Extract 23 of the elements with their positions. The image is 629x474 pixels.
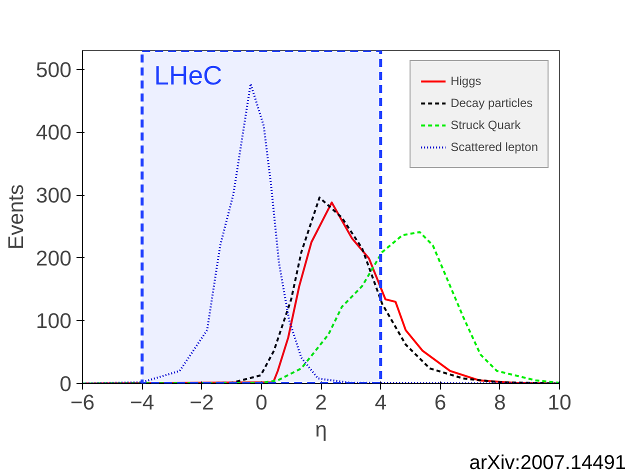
x-axis-title: η — [315, 418, 327, 442]
y-tick-label: 500 — [36, 58, 72, 82]
x-tick-label: −2 — [190, 390, 214, 414]
legend-label: Struck Quark — [450, 118, 521, 132]
x-tick-label: 4 — [374, 390, 387, 414]
legend-label: Decay particles — [450, 96, 533, 110]
legend-label: Higgs — [450, 74, 482, 88]
x-tick-label: 2 — [315, 390, 327, 414]
x-tick-label: 0 — [255, 390, 268, 414]
y-axis-title: Events — [4, 184, 28, 250]
band-label: LHeC — [154, 60, 222, 90]
legend-label: Scattered lepton — [450, 140, 538, 154]
y-tick-label: 100 — [36, 309, 72, 334]
y-tick-label: 0 — [60, 372, 72, 396]
x-tick-label: 6 — [434, 390, 446, 414]
x-tick-label: −6 — [70, 390, 95, 414]
y-tick-label: 200 — [36, 246, 72, 270]
y-tick-label: 300 — [36, 184, 72, 208]
text: arXiv:2007.14491 — [469, 451, 626, 474]
x-tick-label: 8 — [494, 390, 506, 414]
y-tick-label: 400 — [36, 120, 72, 145]
x-tick-label: −4 — [130, 390, 154, 414]
x-tick-label: 10 — [548, 390, 572, 414]
